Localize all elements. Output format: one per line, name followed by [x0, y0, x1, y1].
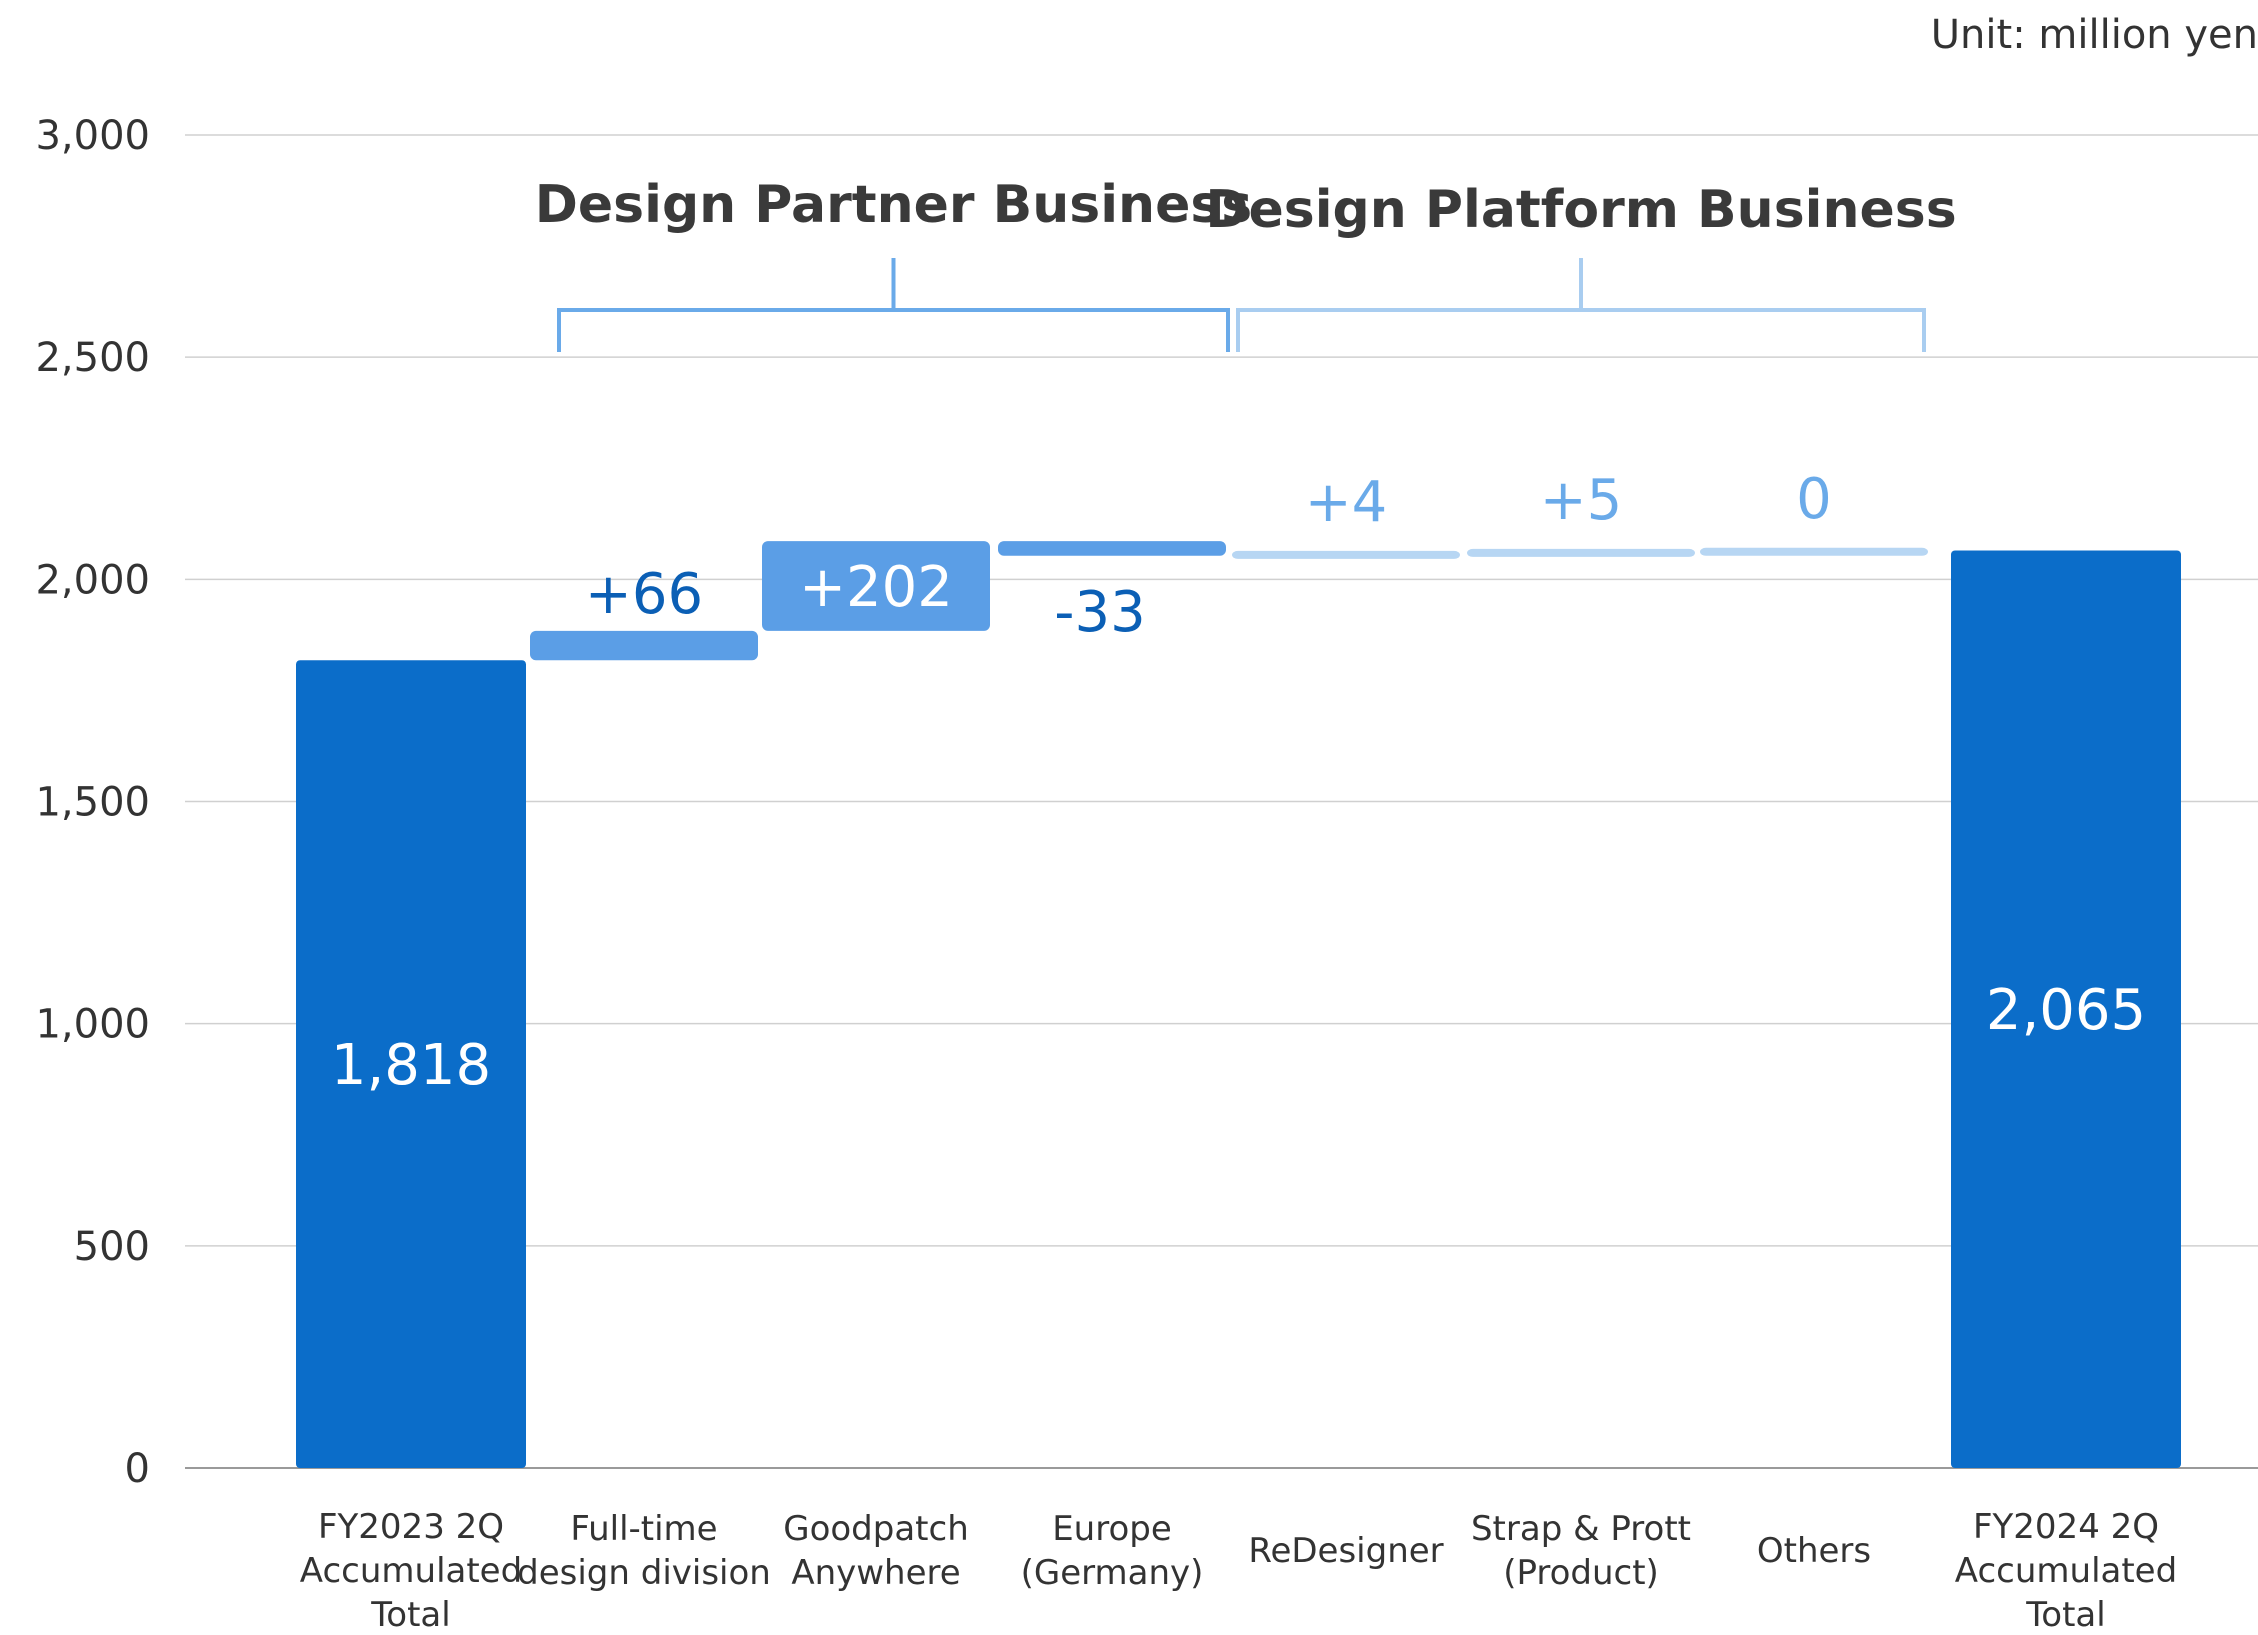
- category-label: (Germany): [1021, 1553, 1204, 1593]
- y-tick-label: 1,500: [35, 780, 150, 826]
- bars: [296, 541, 2181, 1468]
- y-tick-label: 2,500: [35, 335, 150, 381]
- value-label: +66: [585, 562, 703, 627]
- category-label: FY2024 2Q: [1973, 1507, 2159, 1547]
- category-label: Europe: [1052, 1509, 1172, 1549]
- category-label: Goodpatch: [783, 1509, 969, 1549]
- total-bar: [1951, 550, 2181, 1468]
- category-label: Strap & Prott: [1471, 1509, 1691, 1549]
- category-label: Total: [370, 1595, 450, 1635]
- delta-bar: [1232, 550, 1460, 559]
- y-tick-label: 0: [125, 1446, 150, 1492]
- value-label: 0: [1796, 467, 1832, 532]
- value-label: 2,065: [1986, 978, 2146, 1043]
- gridlines: 0 500 1,000 1,500 2,000 2,500 3,000: [35, 113, 2258, 1492]
- value-label: +202: [799, 555, 953, 620]
- group-bracket: [557, 258, 1230, 352]
- category-label: FY2023 2Q: [318, 1507, 504, 1547]
- category-label: Accumulated: [300, 1551, 522, 1591]
- group-label: Design Platform Business: [1205, 180, 1956, 240]
- delta-bar: [998, 541, 1226, 556]
- value-label: +4: [1305, 470, 1388, 535]
- y-tick-label: 1,000: [35, 1002, 150, 1048]
- value-label: 1,818: [331, 1033, 491, 1098]
- group-bracket: [1236, 258, 1926, 352]
- group-label: Design Partner Business: [535, 175, 1253, 235]
- y-tick-label: 2,000: [35, 557, 150, 603]
- value-label: +5: [1540, 468, 1623, 533]
- category-label: (Product): [1503, 1553, 1659, 1593]
- category-label: design division: [517, 1553, 771, 1593]
- delta-bar: [1700, 547, 1928, 556]
- y-tick-label: 500: [74, 1224, 150, 1270]
- unit-label: Unit: million yen: [1930, 12, 2258, 58]
- category-label: Accumulated: [1955, 1551, 2177, 1591]
- category-labels: FY2023 2QAccumulatedTotalFull-timedesign…: [300, 1507, 2177, 1635]
- delta-bar: [1467, 548, 1695, 557]
- delta-bar: [530, 630, 758, 661]
- total-bar: [296, 660, 526, 1468]
- delta-bar: [762, 541, 990, 631]
- category-label: Others: [1757, 1531, 1871, 1571]
- category-label: Full-time: [570, 1509, 717, 1549]
- value-labels: 1,818 +66 +202 -33 +4 +5 0 2,065: [331, 467, 2146, 1098]
- value-label: -33: [1054, 580, 1145, 645]
- category-label: Anywhere: [791, 1553, 960, 1593]
- y-tick-label: 3,000: [35, 113, 150, 159]
- category-label: ReDesigner: [1248, 1531, 1443, 1571]
- category-label: Total: [2025, 1595, 2105, 1635]
